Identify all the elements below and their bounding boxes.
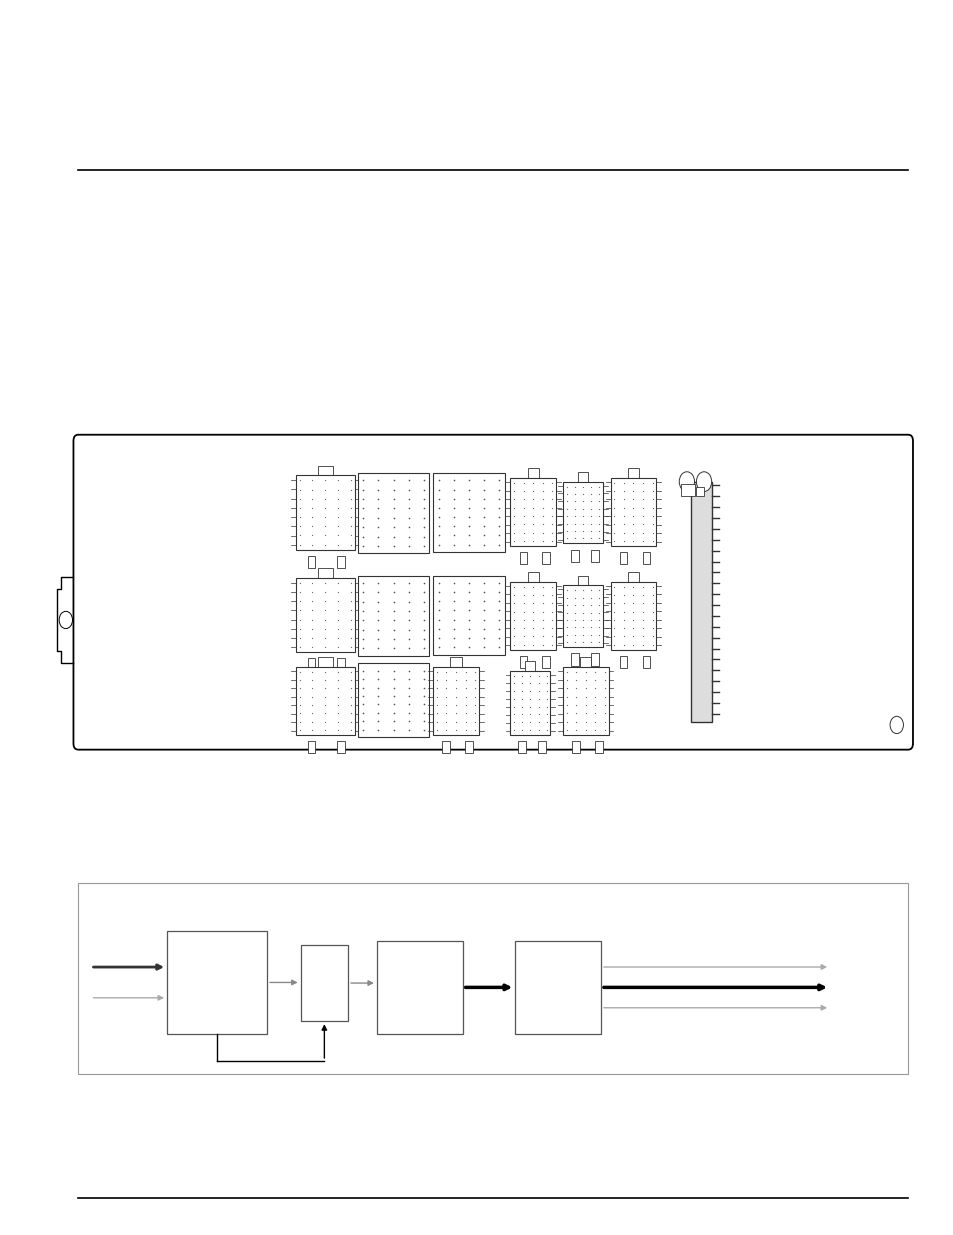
Bar bbox=[590, 653, 598, 666]
Bar bbox=[570, 653, 578, 666]
Bar bbox=[572, 741, 579, 753]
Bar bbox=[696, 487, 703, 496]
Bar bbox=[510, 671, 550, 735]
Bar bbox=[527, 572, 538, 582]
Bar bbox=[542, 552, 550, 564]
Bar bbox=[562, 482, 602, 543]
Circle shape bbox=[696, 472, 711, 492]
Bar bbox=[579, 657, 591, 667]
Bar bbox=[562, 667, 608, 735]
Bar bbox=[295, 667, 355, 735]
Bar bbox=[627, 468, 639, 478]
Bar bbox=[295, 475, 355, 550]
Bar bbox=[610, 582, 656, 650]
Bar bbox=[433, 473, 504, 552]
Circle shape bbox=[679, 472, 694, 492]
Bar bbox=[442, 741, 450, 753]
Bar bbox=[307, 658, 314, 671]
Bar bbox=[167, 931, 267, 1034]
Bar bbox=[519, 656, 527, 668]
Bar bbox=[510, 478, 556, 546]
Bar bbox=[525, 661, 535, 671]
Bar bbox=[627, 572, 639, 582]
Bar bbox=[317, 657, 333, 667]
Bar bbox=[517, 741, 525, 753]
Bar bbox=[450, 657, 461, 667]
Bar bbox=[619, 552, 627, 564]
Bar bbox=[527, 468, 538, 478]
Bar bbox=[519, 552, 527, 564]
Bar bbox=[336, 658, 344, 671]
Bar bbox=[642, 552, 650, 564]
Bar bbox=[307, 556, 314, 568]
Bar bbox=[619, 656, 627, 668]
Bar bbox=[562, 585, 602, 647]
Bar bbox=[300, 945, 348, 1021]
Bar bbox=[357, 663, 429, 737]
Circle shape bbox=[59, 611, 72, 629]
Bar bbox=[336, 556, 344, 568]
Bar bbox=[690, 482, 711, 722]
Bar bbox=[590, 550, 598, 562]
Bar bbox=[542, 656, 550, 668]
Bar bbox=[317, 568, 333, 578]
Bar bbox=[433, 576, 504, 655]
Bar bbox=[307, 741, 314, 753]
Bar bbox=[510, 582, 556, 650]
Bar bbox=[570, 550, 578, 562]
Bar bbox=[357, 473, 429, 553]
Bar bbox=[578, 576, 587, 585]
Bar bbox=[515, 941, 600, 1034]
Bar bbox=[465, 741, 473, 753]
FancyBboxPatch shape bbox=[73, 435, 912, 750]
Bar bbox=[78, 883, 907, 1074]
Bar bbox=[376, 941, 462, 1034]
Bar bbox=[537, 741, 545, 753]
Bar bbox=[642, 656, 650, 668]
Bar bbox=[578, 472, 587, 482]
Bar bbox=[595, 741, 602, 753]
Bar bbox=[295, 578, 355, 652]
Bar bbox=[357, 576, 429, 656]
Bar bbox=[680, 484, 694, 496]
Circle shape bbox=[889, 716, 902, 734]
Bar bbox=[433, 667, 478, 735]
Bar bbox=[610, 478, 656, 546]
Bar bbox=[336, 741, 344, 753]
Bar bbox=[317, 466, 333, 475]
